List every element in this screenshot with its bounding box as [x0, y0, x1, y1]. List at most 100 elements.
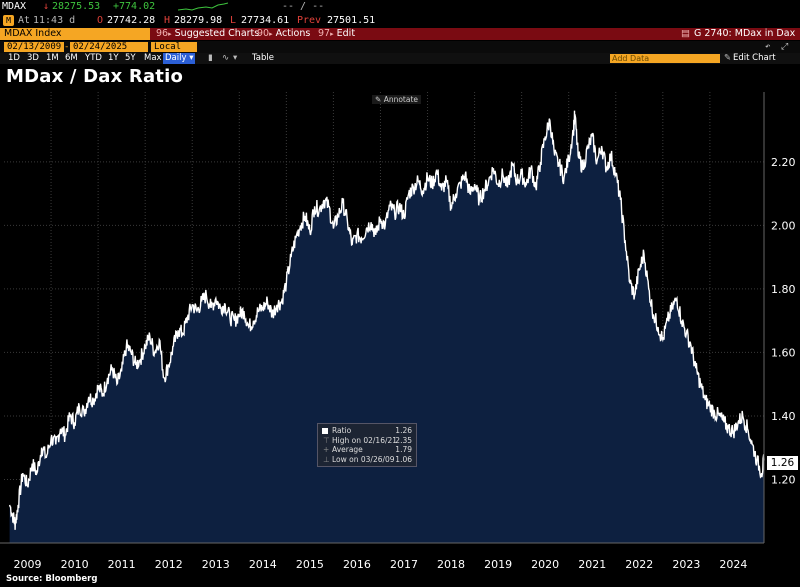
legend-ratio: Ratio 1.26 — [318, 426, 416, 436]
quote-time: 11:43 d — [33, 15, 76, 26]
legend-low: ⊥ Low on 03/26/09 1.06 — [318, 455, 416, 465]
prev-label: Prev — [297, 15, 322, 26]
x-tick-label: 2020 — [531, 558, 559, 571]
at-label: At — [18, 15, 31, 26]
edit-menu[interactable]: 97▸ Edit — [318, 28, 356, 39]
annotate-label: Annotate — [383, 95, 419, 104]
edit-num: 97 — [318, 28, 331, 39]
bid-ask: -- / -- — [282, 1, 325, 12]
high-value: 28279.98 — [174, 15, 223, 26]
date-separator: - — [64, 42, 70, 52]
dropdown-icon[interactable]: ▾ — [233, 53, 238, 63]
x-tick-label: 2021 — [578, 558, 606, 571]
pencil-icon: ✎ — [375, 95, 382, 104]
legend-high-value: 2.35 — [395, 435, 412, 445]
suggested-label: Suggested Charts — [174, 28, 260, 39]
edit-label: Edit — [336, 28, 356, 39]
range-ytd[interactable]: YTD — [85, 53, 102, 63]
high-label: H — [164, 15, 171, 26]
range-5y[interactable]: 5Y — [125, 53, 136, 63]
chart-id: G 2740: MDax in Dax — [694, 28, 796, 39]
down-arrow-icon: ↓ — [43, 1, 50, 12]
x-tick-label: 2014 — [249, 558, 277, 571]
menu-bar: MDAX Index 96▸ Suggested Charts 90▸ Acti… — [0, 28, 800, 40]
security-field[interactable]: MDAX Index — [0, 28, 150, 40]
x-tick-label: 2012 — [155, 558, 183, 571]
x-tick-label: 2019 — [484, 558, 512, 571]
x-tick-label: 2022 — [625, 558, 653, 571]
legend-average-value: 1.79 — [395, 445, 412, 454]
x-tick-label: 2011 — [108, 558, 136, 571]
exchange-icon[interactable]: M — [3, 15, 14, 26]
suggested-num: 96 — [156, 28, 169, 39]
undo-icon[interactable]: ↶ — [765, 42, 771, 52]
range-1d[interactable]: 1D — [8, 53, 20, 63]
range-1m[interactable]: 1M — [46, 53, 59, 63]
range-3d[interactable]: 3D — [27, 53, 39, 63]
range-6m[interactable]: 6M — [65, 53, 78, 63]
ratio-line — [8, 110, 765, 530]
end-date-field[interactable]: 02/24/2025 — [70, 42, 148, 52]
x-tick-label: 2016 — [343, 558, 371, 571]
sparkline-icon — [178, 2, 228, 11]
legend-high-label: High on 02/16/21 — [332, 435, 398, 445]
open-value: 27742.28 — [107, 15, 156, 26]
ratio-area — [9, 110, 765, 543]
low-marker-icon: ⊥ — [323, 454, 330, 464]
y-tick-label: 2.00 — [771, 219, 796, 232]
x-tick-label: 2023 — [672, 558, 700, 571]
x-tick-label: 2009 — [14, 558, 42, 571]
legend-ratio-label: Ratio — [332, 426, 352, 435]
actions-menu[interactable]: 90▸ Actions — [257, 28, 311, 39]
expand-icon[interactable]: ⤢ — [781, 42, 789, 52]
prev-value: 27501.51 — [327, 15, 376, 26]
legend-low-value: 1.06 — [395, 454, 412, 464]
legend-high: ⊤ High on 02/16/21 2.35 — [318, 436, 416, 446]
open-label: O — [97, 15, 104, 26]
legend-low-label: Low on 03/26/09 — [332, 454, 395, 464]
x-tick-label: 2018 — [437, 558, 465, 571]
ticker-symbol[interactable]: MDAX — [2, 1, 27, 12]
settings-icon[interactable]: ✎ — [724, 53, 732, 63]
x-tick-label: 2017 — [390, 558, 418, 571]
y-tick-label: 1.40 — [771, 410, 796, 423]
y-tick-label: 1.60 — [771, 346, 796, 359]
last-value-label: 1.26 — [767, 456, 798, 470]
legend-swatch — [322, 428, 328, 434]
y-tick-label: 2.20 — [771, 156, 796, 169]
chart-title: MDax / Dax Ratio — [6, 66, 184, 87]
period-select[interactable]: Daily ▾ — [163, 53, 196, 64]
quote-detail-bar: M At 11:43 d O 27742.28 H 28279.98 L 277… — [0, 14, 800, 28]
low-label: L — [230, 15, 237, 26]
annotate-button[interactable]: ✎ Annotate — [372, 95, 422, 104]
line-chart-icon[interactable]: ∿ — [222, 53, 230, 63]
legend-average-label: Average — [332, 445, 363, 454]
y-tick-label: 1.80 — [771, 283, 796, 296]
start-date-field[interactable]: 02/13/2009 — [4, 42, 64, 52]
currency-select[interactable]: Local CCY — [151, 42, 197, 62]
x-tick-label: 2015 — [296, 558, 324, 571]
date-range-bar: 02/13/2009 - 02/24/2025 Local CCY ↶ ⤢ — [0, 41, 800, 62]
add-data-input[interactable]: Add Data — [610, 54, 720, 63]
legend-box[interactable]: Ratio 1.26 ⊤ High on 02/16/21 2.35 + Ave… — [317, 423, 417, 467]
legend-ratio-value: 1.26 — [395, 426, 412, 435]
legend-average: + Average 1.79 — [318, 445, 416, 455]
low-value: 27734.61 — [241, 15, 290, 26]
quote-bar: MDAX ↓ 28275.53 +774.02 -- / -- — [0, 0, 800, 14]
chart-icon: ▤ — [681, 28, 690, 39]
actions-num: 90 — [257, 28, 270, 39]
source-note: Source: Bloomberg — [6, 574, 98, 584]
range-selector-bar: 1D 3D 1M 6M YTD 1Y 5Y Max Daily ▾ ▮ ∿ ▾ … — [0, 53, 800, 64]
actions-label: Actions — [275, 28, 311, 39]
range-max[interactable]: Max — [144, 53, 162, 63]
x-tick-label: 2024 — [719, 558, 747, 571]
table-button[interactable]: Table — [252, 53, 274, 63]
bar-chart-icon[interactable]: ▮ — [208, 53, 213, 63]
edit-chart-button[interactable]: Edit Chart — [733, 53, 776, 63]
y-tick-label: 1.20 — [771, 473, 796, 486]
last-price: 28275.53 — [52, 1, 101, 12]
range-1y[interactable]: 1Y — [108, 53, 119, 63]
x-tick-label: 2010 — [61, 558, 89, 571]
suggested-charts-menu[interactable]: 96▸ Suggested Charts — [156, 28, 260, 39]
